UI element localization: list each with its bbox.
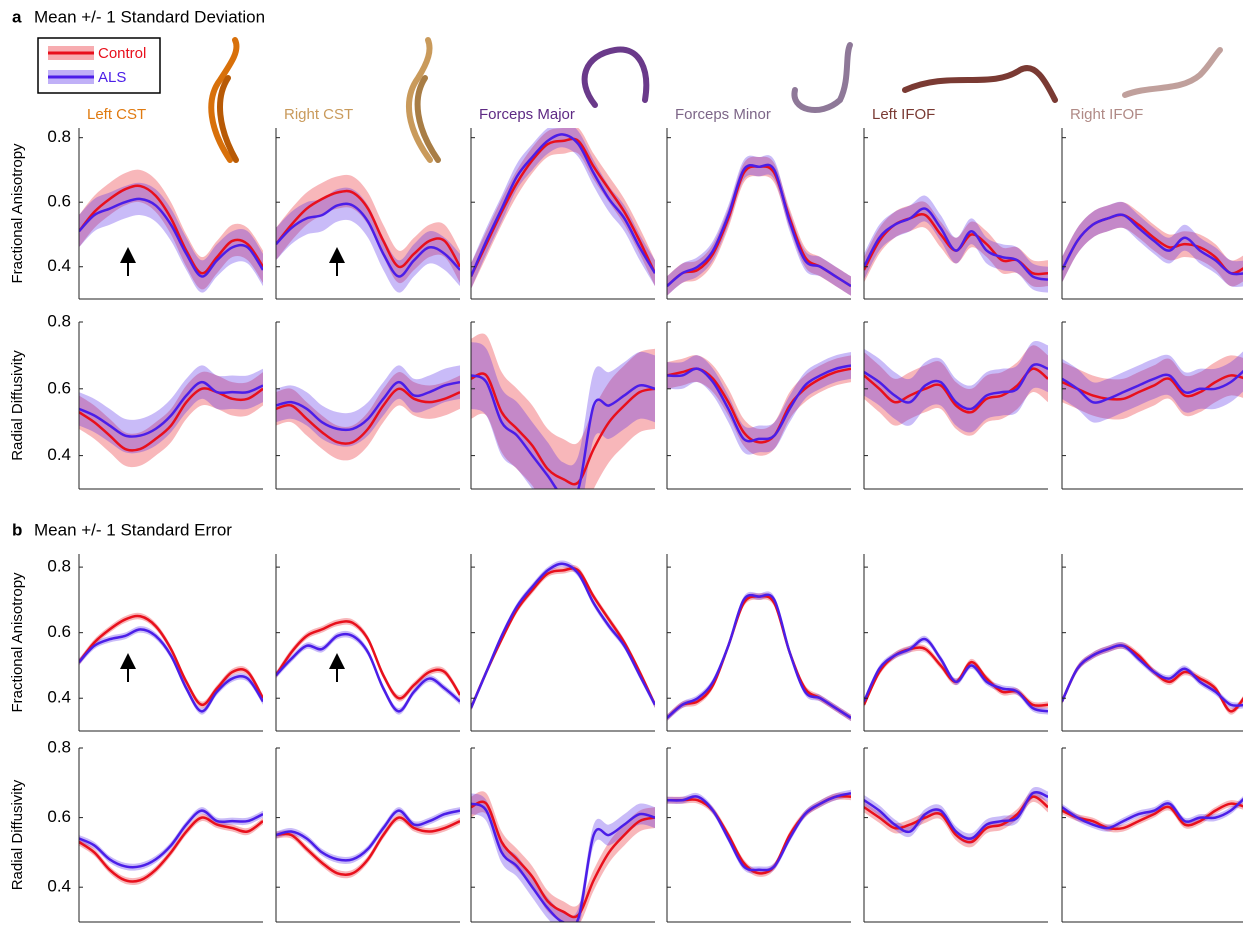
panel	[79, 613, 263, 715]
error-band	[1062, 202, 1243, 287]
error-band	[79, 183, 263, 293]
y-axis-label: Fractional Anisotropy	[9, 572, 26, 713]
mean-line	[471, 568, 655, 708]
panel	[864, 787, 1048, 847]
legend-label: ALS	[98, 69, 126, 86]
tract-images	[211, 40, 1220, 160]
panel	[864, 636, 1048, 715]
section-title: Mean +/- 1 Standard Error	[34, 520, 232, 539]
y-tick-label: 0.6	[47, 807, 71, 826]
y-tick-label: 0.8	[47, 311, 71, 330]
tract-title: Right IFOF	[1070, 106, 1143, 123]
mean-line	[1062, 645, 1243, 705]
error-band	[864, 636, 1048, 715]
error-band	[1062, 642, 1243, 714]
panel	[864, 341, 1048, 436]
section-letter: b	[12, 520, 22, 539]
panel	[79, 807, 263, 885]
error-band	[1062, 642, 1243, 709]
tract-title: Left CST	[87, 106, 146, 123]
mean-line	[667, 595, 851, 718]
panel	[667, 790, 851, 877]
y-tick-label: 0.4	[47, 688, 71, 707]
y-tick-label: 0.8	[47, 737, 71, 756]
y-tick-label: 0.6	[47, 622, 71, 641]
panel	[1062, 349, 1243, 423]
panel	[667, 155, 851, 296]
error-band	[471, 560, 655, 711]
error-band	[276, 618, 460, 702]
panel	[471, 560, 655, 711]
tract-title: Right CST	[284, 106, 353, 123]
y-tick-label: 0.4	[47, 445, 71, 464]
y-tick-label: 0.4	[47, 877, 71, 896]
panel	[276, 618, 460, 715]
y-axis-label: Fractional Anisotropy	[9, 143, 26, 284]
section-title: Mean +/- 1 Standard Deviation	[34, 7, 265, 26]
tract-title: Forceps Major	[479, 106, 575, 123]
error-band	[79, 613, 263, 708]
panel	[276, 807, 460, 878]
error-band	[471, 791, 655, 923]
y-tick-label: 0.8	[47, 127, 71, 146]
y-axis-label: Radial Diffusivity	[9, 350, 26, 461]
mean-line	[276, 621, 460, 698]
mean-line	[864, 639, 1048, 711]
panel	[667, 591, 851, 721]
panel	[864, 196, 1048, 293]
y-tick-label: 0.4	[47, 256, 71, 275]
mean-line	[471, 564, 655, 708]
error-band	[864, 196, 1048, 293]
panel	[667, 352, 851, 456]
error-band	[79, 807, 263, 871]
tract-title: Forceps Minor	[675, 106, 771, 123]
panel	[79, 170, 263, 293]
mean-line	[667, 796, 851, 873]
panel	[1062, 793, 1243, 832]
error-band	[667, 155, 851, 296]
error-band	[471, 565, 655, 711]
panel	[471, 333, 655, 532]
panel	[471, 791, 655, 923]
y-axis-label: Radial Diffusivity	[9, 779, 26, 890]
panel	[1062, 642, 1243, 715]
panel	[276, 175, 460, 293]
mean-line	[667, 165, 851, 286]
panel	[1062, 202, 1243, 287]
figure: a Mean +/- 1 Standard Deviation b Mean +…	[0, 0, 1243, 923]
y-tick-label: 0.8	[47, 557, 71, 576]
y-tick-label: 0.6	[47, 192, 71, 211]
section-letter: a	[12, 7, 22, 26]
annotation-arrows	[128, 255, 337, 682]
y-tick-label: 0.6	[47, 378, 71, 397]
panel	[79, 365, 263, 467]
tract-title: Left IFOF	[872, 106, 935, 123]
legend-label: Control	[98, 45, 146, 62]
panel	[471, 121, 655, 289]
error-band	[864, 644, 1048, 709]
panel	[276, 365, 460, 460]
